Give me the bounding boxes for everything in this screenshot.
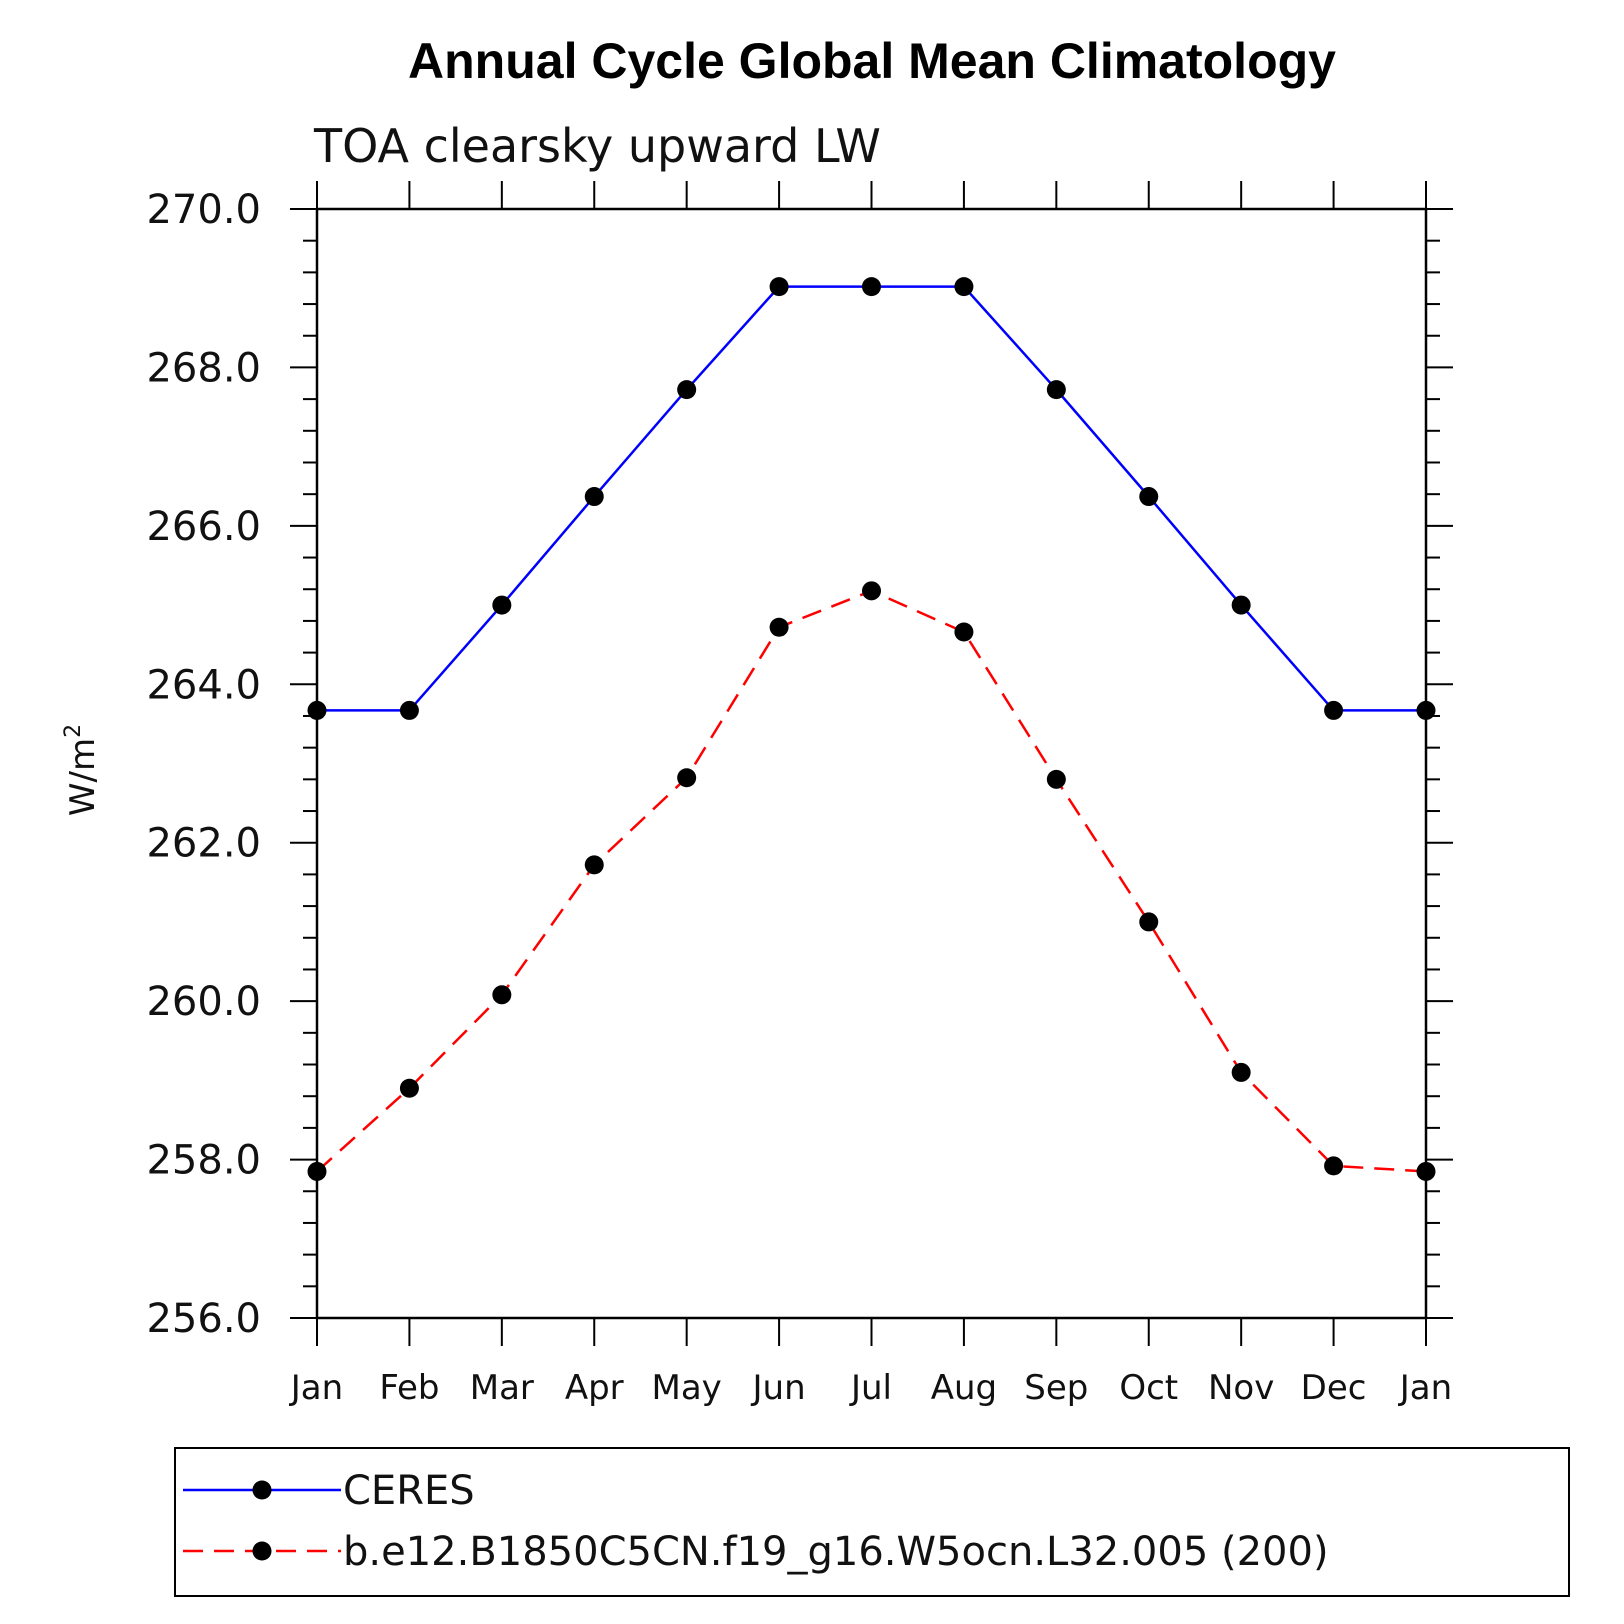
data-point bbox=[862, 581, 881, 601]
data-point bbox=[492, 595, 512, 615]
series-line bbox=[316, 589, 1427, 1173]
x-tick-label: Nov bbox=[1208, 1368, 1274, 1408]
x-tick-label: Feb bbox=[379, 1368, 439, 1408]
x-tick-label: Jan bbox=[1398, 1368, 1452, 1408]
data-point bbox=[954, 277, 974, 297]
data-point bbox=[584, 487, 604, 507]
x-tick-label: May bbox=[652, 1368, 722, 1408]
data-point bbox=[1231, 1062, 1251, 1082]
y-axis-label-unit: W/m bbox=[63, 738, 103, 816]
y-tick-label: 264.0 bbox=[146, 662, 261, 708]
x-tick-label: Jan bbox=[289, 1368, 343, 1408]
data-point bbox=[769, 277, 789, 297]
legend-marker bbox=[252, 1541, 272, 1561]
chart-title: Annual Cycle Global Mean Climatology bbox=[408, 33, 1336, 89]
data-point bbox=[399, 1078, 419, 1098]
data-point bbox=[954, 622, 974, 642]
data-point bbox=[1416, 700, 1436, 720]
series-line bbox=[317, 285, 1426, 712]
legend-label: b.e12.B1850C5CN.f19_g16.W5ocn.L32.005 (2… bbox=[343, 1529, 1329, 1575]
data-point bbox=[1324, 700, 1344, 720]
data-point bbox=[862, 277, 881, 297]
series-1 bbox=[307, 277, 1436, 720]
x-tick-label: Jul bbox=[849, 1368, 892, 1408]
legend-marker bbox=[252, 1480, 272, 1500]
data-point bbox=[307, 700, 327, 720]
data-point bbox=[584, 855, 604, 875]
legend: CERES b.e12.B1850C5CN.f19_g16.W5ocn.L32.0… bbox=[183, 1468, 1329, 1575]
y-tick-label: 258.0 bbox=[146, 1138, 261, 1184]
y-tick-label: 268.0 bbox=[146, 345, 261, 391]
data-point bbox=[1139, 487, 1159, 507]
chart-subtitle: TOA clearsky upward LW bbox=[313, 119, 881, 173]
x-tick-label: Aug bbox=[931, 1368, 997, 1408]
x-tick-label: Oct bbox=[1119, 1368, 1178, 1408]
x-tick-label: Sep bbox=[1024, 1368, 1088, 1408]
x-tick-label: Jun bbox=[751, 1368, 806, 1408]
x-tick-label: Mar bbox=[470, 1368, 534, 1408]
y-axis-label-superscript: 2 bbox=[61, 724, 86, 738]
plot-frame bbox=[315, 207, 1428, 1320]
legend-box bbox=[174, 1447, 1570, 1597]
y-axis-label: W/m2 bbox=[61, 724, 103, 816]
data-point bbox=[769, 617, 789, 637]
x-tick-label: Dec bbox=[1301, 1368, 1367, 1408]
data-point bbox=[677, 380, 697, 400]
data-point bbox=[307, 1161, 327, 1181]
x-tick-label: Apr bbox=[565, 1368, 624, 1408]
data-point bbox=[677, 768, 697, 788]
data-point bbox=[1416, 1161, 1436, 1181]
y-tick-label: 266.0 bbox=[146, 504, 261, 550]
data-point bbox=[1046, 769, 1066, 789]
data-point bbox=[399, 700, 419, 720]
series-layer bbox=[307, 277, 1436, 1181]
data-point bbox=[1324, 1156, 1344, 1176]
y-tick-label: 270.0 bbox=[146, 187, 261, 233]
data-point bbox=[1139, 912, 1159, 932]
legend-label: CERES bbox=[343, 1468, 475, 1514]
data-point bbox=[1231, 595, 1251, 615]
plot-axes: 256.0 258.0 260.0 262.0 264.0 266.0 268.0 270.0… bbox=[146, 181, 1453, 1408]
series-2 bbox=[307, 581, 1436, 1181]
data-point bbox=[1046, 380, 1066, 400]
y-tick-label: 260.0 bbox=[146, 979, 261, 1025]
data-point bbox=[492, 985, 512, 1005]
y-tick-label: 262.0 bbox=[146, 821, 261, 867]
y-tick-label: 256.0 bbox=[146, 1296, 261, 1342]
